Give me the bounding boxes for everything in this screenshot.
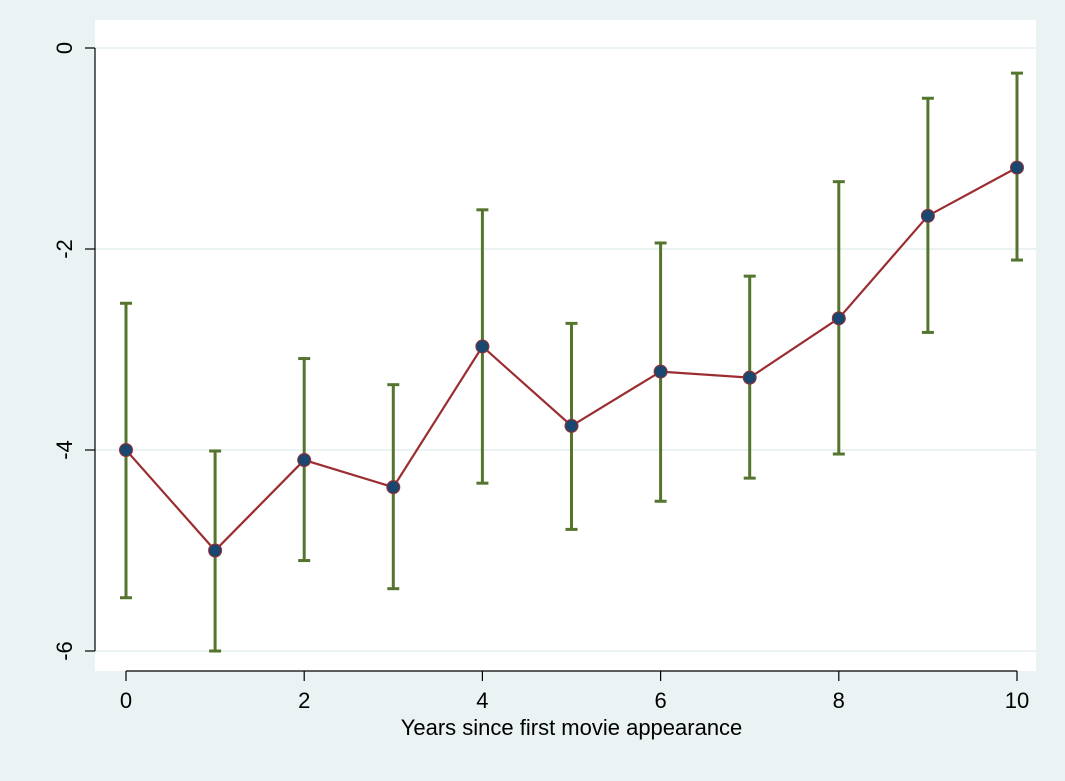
x-tick-label: 10 [1005, 688, 1029, 713]
data-point [920, 208, 935, 223]
data-point [564, 418, 579, 433]
data-point [1010, 160, 1024, 175]
x-tick-label: 0 [120, 688, 132, 713]
x-axis-title: Years since first movie appearance [401, 715, 743, 740]
data-point [831, 311, 846, 326]
gridlines [95, 47, 1036, 652]
y-tick-label: -4 [52, 440, 77, 460]
x-tick-label: 4 [476, 688, 488, 713]
y-tick-label: -6 [52, 641, 77, 661]
data-point [208, 543, 223, 558]
data-point [742, 370, 757, 385]
data-point [386, 480, 401, 495]
x-tick-label: 2 [298, 688, 310, 713]
data-points [119, 160, 1024, 558]
x-tick-label: 8 [833, 688, 845, 713]
y-tick-label: -2 [52, 239, 77, 259]
data-point [297, 453, 312, 468]
data-point [119, 443, 133, 457]
data-point [653, 364, 668, 379]
y-tick-label: 0 [52, 42, 77, 54]
plot-area [95, 20, 1036, 671]
x-tick-label: 6 [654, 688, 666, 713]
axes: 0 -2 -4 -6 0 2 4 6 8 10 [52, 42, 1029, 713]
data-point [475, 339, 490, 354]
